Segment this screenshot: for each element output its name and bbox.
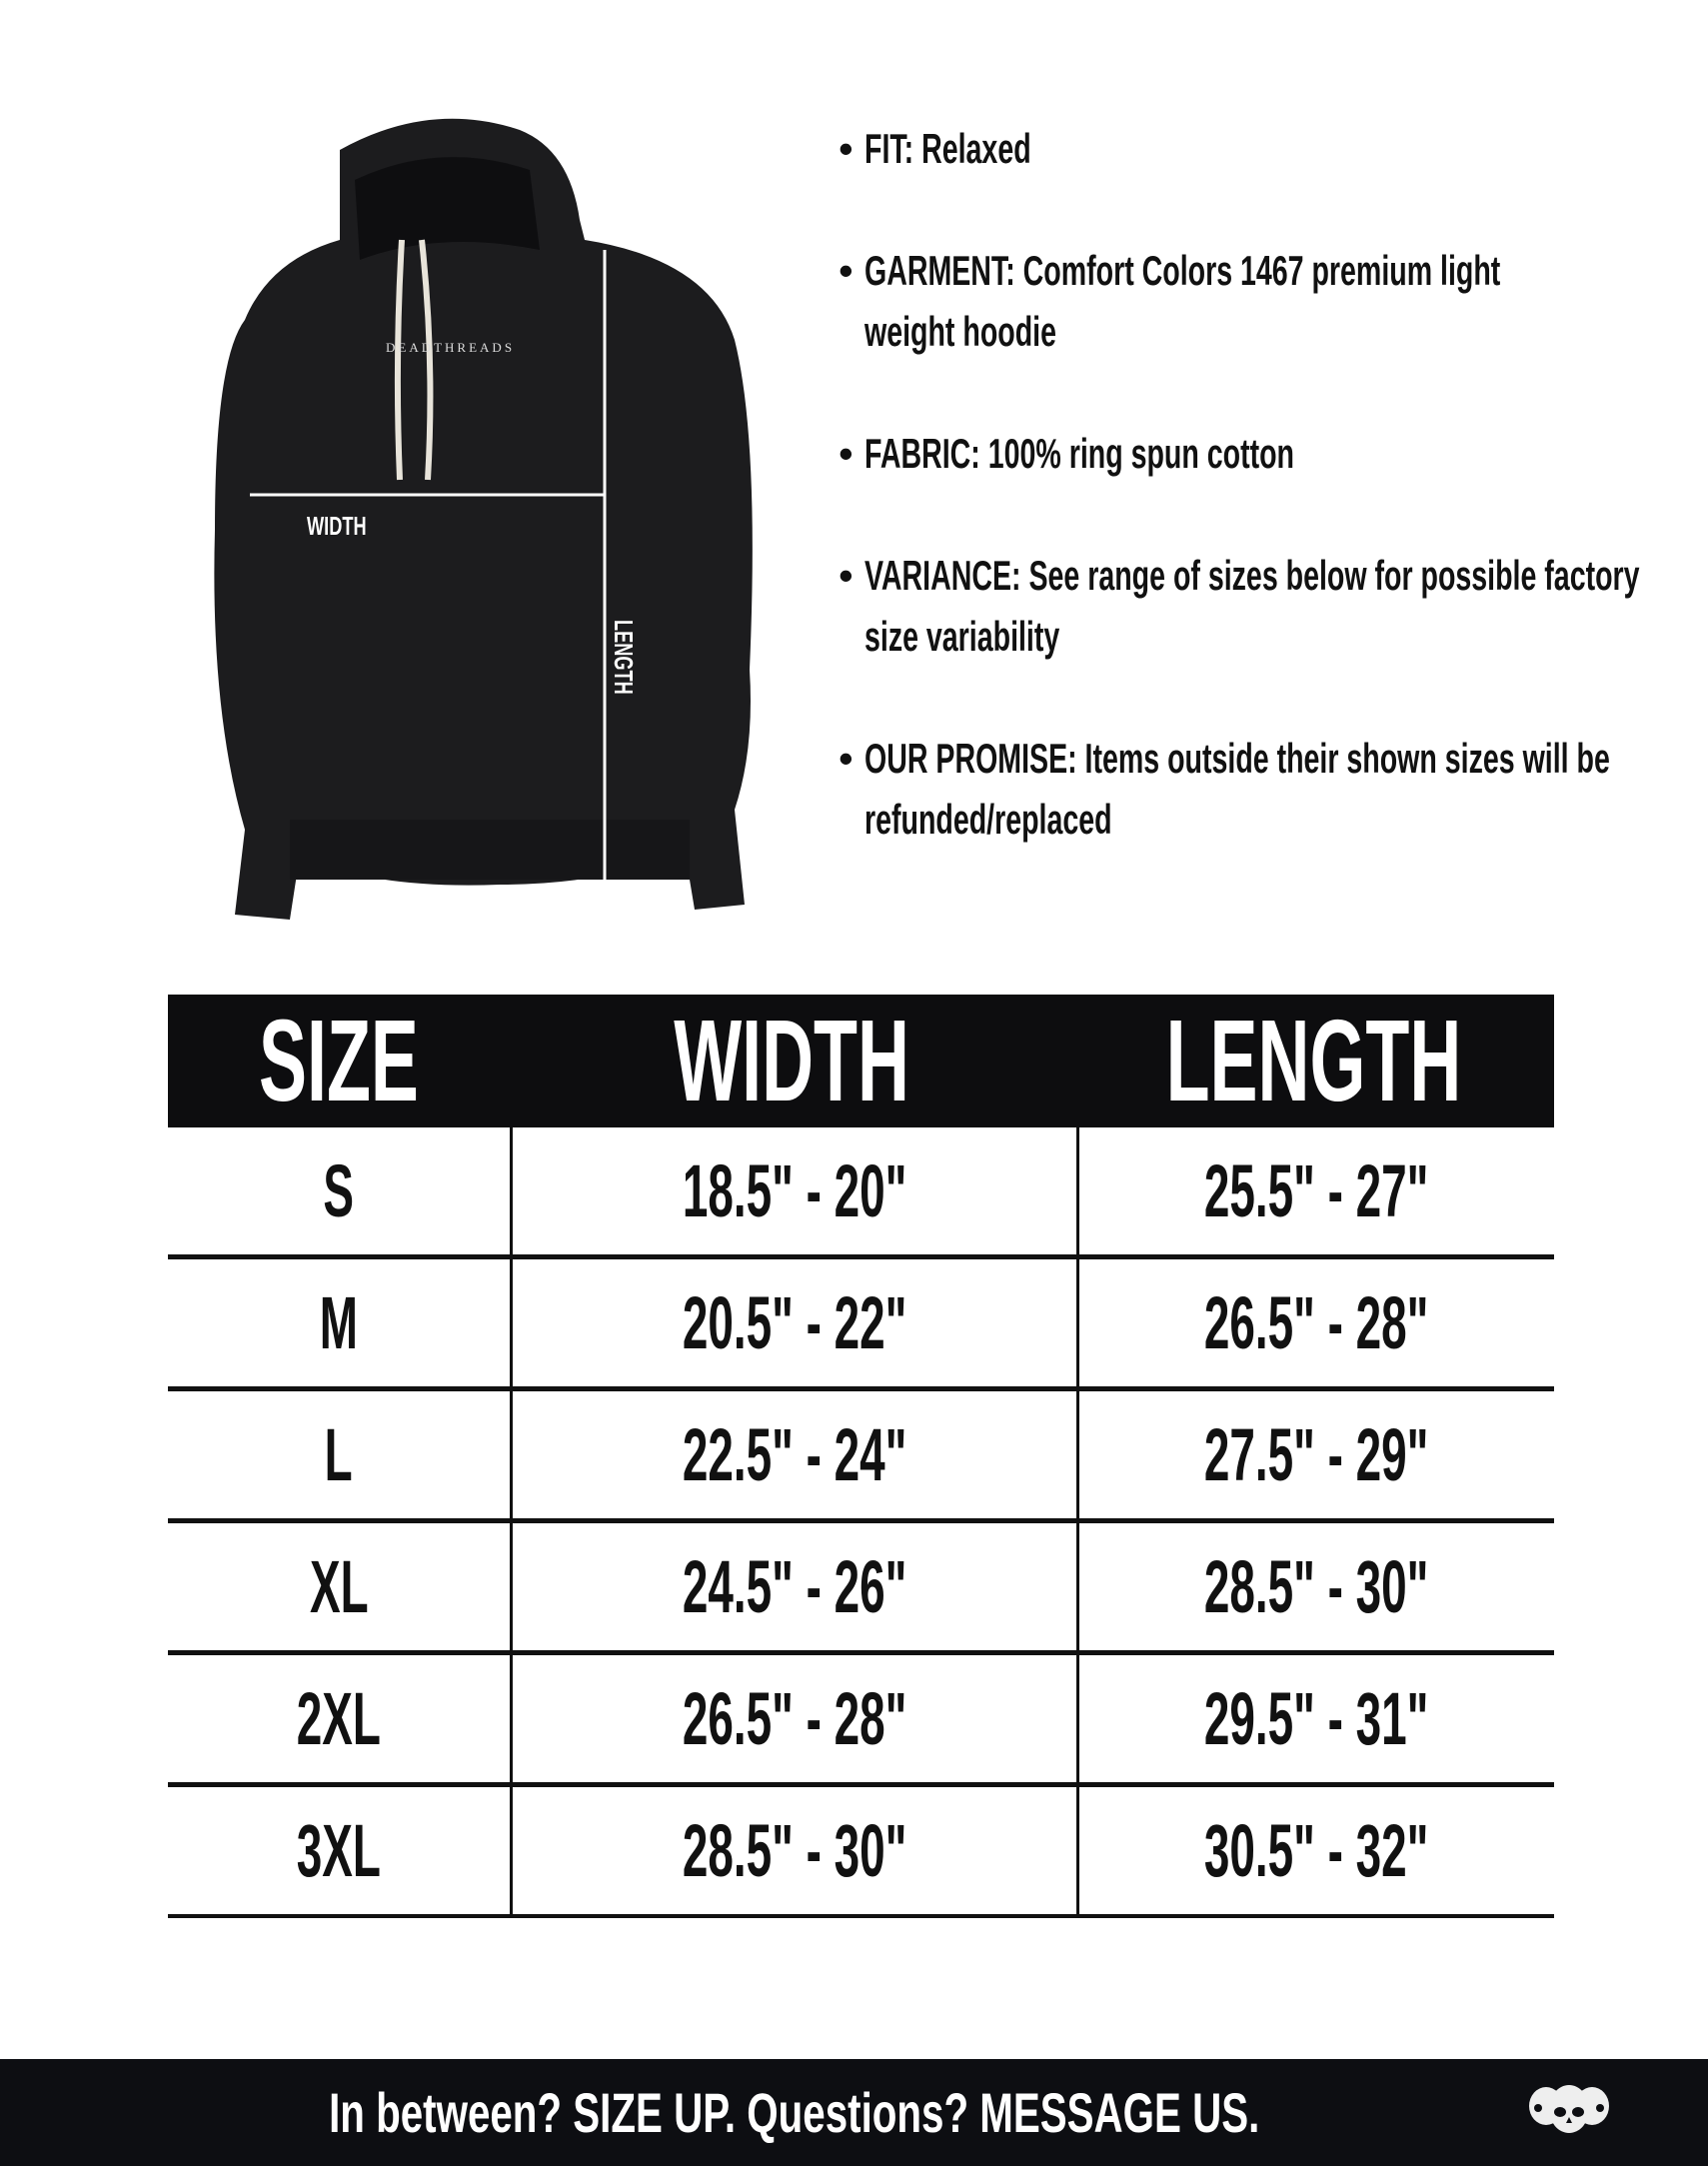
size-chart-table: SIZE WIDTH LENGTH S 18.5" - 20" 25.5" - 27…: [168, 995, 1554, 1918]
table-row: XL 24.5" - 26" 28.5" - 30": [168, 1523, 1554, 1655]
width-cell: 22.5" - 24": [510, 1391, 1076, 1518]
length-cell: 26.5" - 28": [1076, 1259, 1554, 1386]
table-row: L 22.5" - 24" 27.5" - 29": [168, 1391, 1554, 1523]
cell-text: 3XL: [296, 1809, 382, 1892]
header-width: WIDTH: [674, 996, 909, 1125]
table-header: SIZE WIDTH LENGTH: [168, 995, 1554, 1127]
width-label: WIDTH: [307, 512, 367, 541]
cell-text: S: [323, 1149, 355, 1232]
footer-message: In between? SIZE UP. Questions? MESSAGE …: [329, 2081, 1260, 2144]
size-cell: S: [168, 1127, 510, 1254]
cell-text: 20.5" - 22": [682, 1281, 907, 1364]
drawstring-icon: [394, 239, 434, 481]
length-cell: 28.5" - 30": [1076, 1523, 1554, 1650]
cell-text: 28.5" - 30": [1204, 1545, 1429, 1628]
cell-text: 29.5" - 31": [1204, 1677, 1429, 1760]
cell-text: 22.5" - 24": [682, 1413, 907, 1496]
cell-text: 24.5" - 26": [682, 1545, 907, 1628]
width-cell: 24.5" - 26": [510, 1523, 1076, 1650]
brand-print: DEADTHREADS: [386, 340, 515, 355]
bullet-fabric: • FABRIC: 100% ring spun cotton: [839, 430, 1295, 477]
header-length: LENGTH: [1165, 996, 1462, 1125]
table-row: 2XL 26.5" - 28" 29.5" - 31": [168, 1655, 1554, 1787]
cell-text: 26.5" - 28": [682, 1677, 907, 1760]
cell-text: 25.5" - 27": [1204, 1149, 1429, 1232]
cell-text: 2XL: [296, 1677, 382, 1760]
length-cell: 25.5" - 27": [1076, 1127, 1554, 1254]
cell-text: 27.5" - 29": [1204, 1413, 1429, 1496]
cell-text: XL: [309, 1545, 369, 1628]
width-cell: 18.5" - 20": [510, 1127, 1076, 1254]
cell-text: 30.5" - 32": [1204, 1809, 1429, 1892]
footer-banner: In between? SIZE UP. Questions? MESSAGE …: [0, 2059, 1708, 2166]
three-skulls-icon: [1529, 2085, 1609, 2133]
hoodie-image: DEADTHREADS WIDTH LENGTH: [214, 118, 753, 920]
feature-list: • FIT: Relaxed • GARMENT: Comfort Colors 1…: [839, 118, 1688, 911]
width-cell: 26.5" - 28": [510, 1655, 1076, 1782]
cell-text: 26.5" - 28": [1204, 1281, 1429, 1364]
bullet-fit: • FIT: Relaxed: [839, 125, 1031, 172]
bullet-promise: • OUR PROMISE: Items outside their shown …: [839, 735, 1610, 843]
table-row: 3XL 28.5" - 30" 30.5" - 32": [168, 1787, 1554, 1918]
length-cell: 29.5" - 31": [1076, 1655, 1554, 1782]
size-cell: M: [168, 1259, 510, 1386]
table-row: M 20.5" - 22" 26.5" - 28": [168, 1259, 1554, 1391]
cell-text: M: [319, 1281, 359, 1364]
cell-text: 28.5" - 30": [682, 1809, 907, 1892]
size-cell: 3XL: [168, 1787, 510, 1914]
cell-text: L: [324, 1413, 354, 1496]
size-cell: XL: [168, 1523, 510, 1650]
width-cell: 28.5" - 30": [510, 1787, 1076, 1914]
width-cell: 20.5" - 22": [510, 1259, 1076, 1386]
length-cell: 30.5" - 32": [1076, 1787, 1554, 1914]
header-size: SIZE: [259, 996, 419, 1125]
size-cell: 2XL: [168, 1655, 510, 1782]
length-label: LENGTH: [609, 620, 638, 695]
hoodie-body: [214, 118, 753, 920]
bullet-variance: • VARIANCE: See range of sizes below for …: [839, 552, 1640, 660]
cell-text: 18.5" - 20": [682, 1149, 907, 1232]
length-cell: 27.5" - 29": [1076, 1391, 1554, 1518]
table-row: S 18.5" - 20" 25.5" - 27": [168, 1127, 1554, 1259]
size-cell: L: [168, 1391, 510, 1518]
bullet-garment: • GARMENT: Comfort Colors 1467 premium li…: [839, 247, 1501, 355]
